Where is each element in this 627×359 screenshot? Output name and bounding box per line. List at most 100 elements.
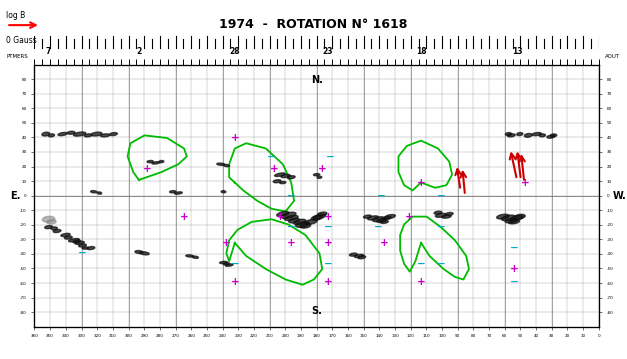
Text: W.: W. (613, 191, 626, 201)
Text: +: + (324, 277, 332, 287)
Ellipse shape (442, 215, 451, 218)
Ellipse shape (547, 135, 555, 138)
Ellipse shape (311, 215, 322, 220)
Ellipse shape (100, 134, 110, 137)
Text: 1974  -  ROTATION N° 1618: 1974 - ROTATION N° 1618 (219, 18, 408, 31)
Ellipse shape (135, 251, 143, 253)
Ellipse shape (287, 176, 295, 179)
Text: S.: S. (311, 306, 322, 316)
Ellipse shape (377, 219, 386, 223)
Ellipse shape (293, 219, 306, 224)
Ellipse shape (435, 213, 446, 217)
Ellipse shape (273, 180, 281, 183)
Ellipse shape (305, 219, 317, 224)
Text: 2: 2 (136, 47, 142, 56)
Ellipse shape (87, 247, 95, 250)
Ellipse shape (517, 132, 523, 136)
Text: AOUT: AOUT (605, 54, 620, 59)
Ellipse shape (372, 217, 385, 222)
Text: 28: 28 (229, 47, 240, 56)
Text: +: + (318, 164, 327, 174)
Text: +: + (143, 164, 152, 174)
Ellipse shape (48, 134, 55, 137)
Text: −: − (324, 259, 332, 269)
Ellipse shape (223, 263, 229, 265)
Ellipse shape (505, 132, 512, 136)
Text: −: − (374, 222, 383, 232)
Text: −: − (287, 222, 295, 232)
Text: −: − (327, 151, 335, 161)
Ellipse shape (73, 132, 86, 136)
Ellipse shape (84, 134, 92, 137)
Text: N.: N. (311, 75, 322, 85)
Ellipse shape (73, 240, 81, 243)
Text: +: + (231, 277, 239, 287)
Ellipse shape (217, 163, 224, 165)
Text: −: − (377, 191, 386, 201)
Text: 7: 7 (46, 47, 51, 56)
Ellipse shape (507, 134, 515, 137)
Text: −: − (510, 277, 519, 287)
Ellipse shape (219, 261, 228, 264)
Ellipse shape (524, 134, 532, 137)
Text: +: + (222, 238, 231, 248)
Ellipse shape (275, 173, 285, 177)
Ellipse shape (288, 218, 300, 223)
Text: 13: 13 (512, 47, 522, 56)
Ellipse shape (140, 252, 149, 255)
Ellipse shape (186, 255, 194, 257)
Ellipse shape (45, 225, 53, 229)
Text: +: + (270, 164, 278, 174)
Ellipse shape (42, 132, 50, 136)
Ellipse shape (284, 215, 298, 220)
Ellipse shape (174, 192, 182, 194)
Ellipse shape (511, 215, 523, 220)
Ellipse shape (53, 229, 61, 233)
Ellipse shape (281, 174, 290, 178)
Ellipse shape (91, 191, 97, 193)
Text: +: + (180, 211, 188, 222)
Text: E.: E. (10, 191, 20, 201)
Ellipse shape (300, 223, 311, 228)
Ellipse shape (91, 132, 102, 136)
Ellipse shape (295, 222, 310, 227)
Text: +: + (510, 264, 519, 274)
Ellipse shape (110, 132, 117, 136)
Text: +: + (324, 211, 332, 222)
Ellipse shape (147, 160, 153, 163)
Text: +: + (380, 238, 389, 248)
Ellipse shape (358, 256, 366, 259)
Ellipse shape (280, 181, 286, 184)
Ellipse shape (318, 212, 327, 216)
Text: +: + (276, 211, 284, 222)
Text: +: + (417, 178, 425, 187)
Ellipse shape (384, 215, 396, 219)
Ellipse shape (61, 233, 70, 237)
Text: PTMERS: PTMERS (6, 54, 28, 59)
Text: +: + (287, 238, 295, 248)
Text: +: + (231, 133, 239, 143)
Ellipse shape (497, 214, 509, 219)
Text: +: + (324, 238, 332, 248)
Ellipse shape (65, 236, 72, 239)
Text: −: − (436, 222, 445, 232)
Ellipse shape (502, 215, 515, 221)
Text: −: − (231, 259, 239, 269)
Text: 0 Gauss: 0 Gauss (6, 36, 37, 45)
Ellipse shape (43, 216, 55, 222)
Ellipse shape (314, 173, 320, 176)
Ellipse shape (532, 132, 541, 136)
Ellipse shape (47, 220, 56, 224)
Ellipse shape (75, 241, 84, 244)
Ellipse shape (159, 160, 164, 163)
Ellipse shape (508, 220, 520, 224)
Text: −: − (287, 191, 295, 201)
Ellipse shape (152, 162, 160, 164)
Ellipse shape (381, 220, 388, 223)
Ellipse shape (192, 256, 198, 258)
Text: −: − (78, 248, 87, 258)
Ellipse shape (364, 215, 371, 218)
Ellipse shape (317, 176, 322, 178)
Ellipse shape (505, 218, 517, 223)
Text: −: − (267, 151, 276, 161)
